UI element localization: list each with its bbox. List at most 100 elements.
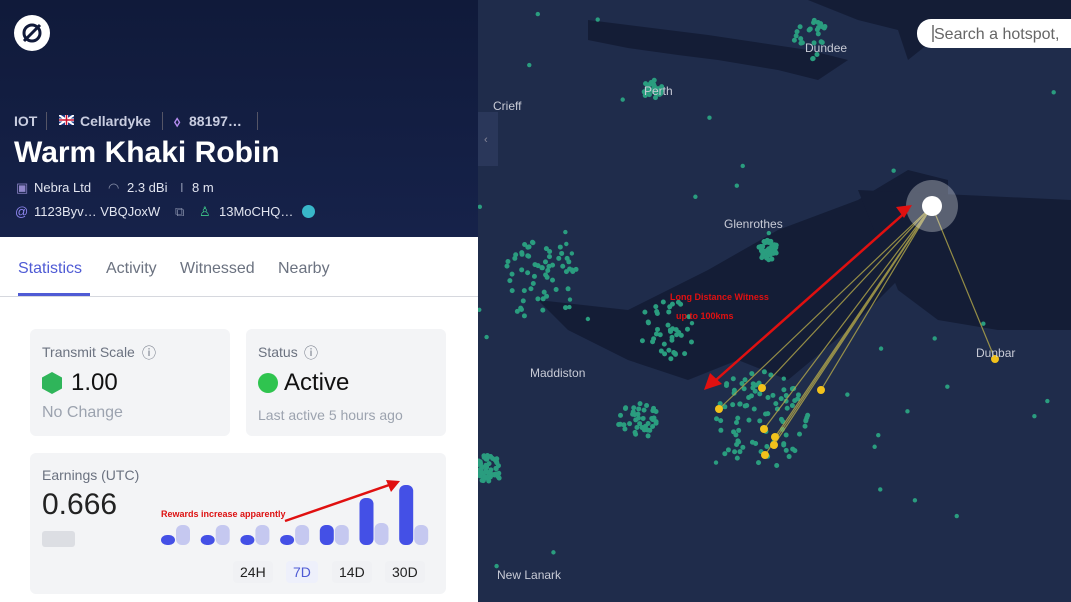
hotspot bbox=[770, 392, 776, 398]
hotspot bbox=[742, 377, 748, 383]
hotspot bbox=[740, 163, 745, 169]
card-label: Transmit Scale bbox=[42, 344, 135, 360]
hotspot bbox=[814, 51, 820, 57]
hotspot bbox=[722, 451, 728, 457]
hotspot bbox=[718, 427, 724, 433]
hotspot bbox=[531, 273, 537, 279]
hotspot bbox=[891, 168, 896, 173]
hotspot bbox=[651, 81, 657, 87]
search-box[interactable] bbox=[917, 19, 1071, 48]
tab[interactable]: Witnessed bbox=[180, 260, 255, 277]
gain: 2.3 dBi bbox=[127, 180, 168, 195]
hotspot bbox=[797, 24, 803, 30]
hotspot bbox=[559, 250, 565, 256]
hotspot bbox=[737, 449, 743, 455]
map-annotation: Long Distance Witness bbox=[670, 292, 769, 302]
hotspot bbox=[815, 31, 821, 37]
hotspot bbox=[686, 314, 692, 320]
hotspot bbox=[666, 309, 672, 315]
transmit-change: No Change bbox=[42, 404, 123, 421]
hotspot bbox=[525, 270, 531, 276]
hotspot bbox=[761, 369, 767, 375]
hotspot bbox=[504, 263, 510, 269]
tab[interactable]: Nearby bbox=[278, 260, 330, 277]
hotspot bbox=[486, 478, 492, 484]
owner[interactable]: 1123Byv… VBQJoxW bbox=[34, 204, 161, 219]
hotspot bbox=[764, 443, 770, 449]
tab[interactable]: Activity bbox=[106, 260, 157, 277]
hotspot bbox=[646, 82, 652, 88]
range-button[interactable]: 14D bbox=[332, 561, 372, 583]
earnings-bar bbox=[295, 525, 310, 545]
hotspot bbox=[666, 347, 672, 353]
hotspot bbox=[640, 415, 646, 421]
search-placeholder[interactable]: Search a hotspot, bbox=[934, 26, 1059, 43]
hotspot bbox=[616, 421, 622, 427]
hotspot bbox=[653, 331, 659, 337]
hotspot bbox=[750, 385, 756, 391]
hex[interactable]: 88197… bbox=[189, 113, 242, 129]
hotspot bbox=[845, 392, 850, 397]
hotspot bbox=[646, 92, 652, 98]
hotspot bbox=[878, 346, 884, 351]
earnings-bar bbox=[359, 498, 374, 545]
hotspot bbox=[642, 309, 648, 315]
hotspot bbox=[746, 417, 752, 423]
hotspot bbox=[764, 255, 770, 261]
svg-text:‹: ‹ bbox=[484, 134, 488, 146]
hotspot bbox=[507, 278, 513, 284]
wallet[interactable]: 13MoCHQ… bbox=[219, 204, 294, 219]
hotspot bbox=[512, 255, 518, 261]
hotspot bbox=[551, 550, 556, 555]
hotspot bbox=[484, 456, 490, 462]
flag bbox=[59, 115, 74, 125]
hotspot bbox=[682, 351, 688, 357]
hotspot bbox=[655, 326, 661, 332]
hotspot bbox=[765, 395, 771, 401]
earnings-value: 0.666 bbox=[42, 488, 118, 521]
hotspot bbox=[657, 332, 663, 338]
hotspot bbox=[740, 444, 746, 450]
hotspot bbox=[675, 299, 681, 305]
earnings-bar bbox=[255, 525, 270, 545]
hotspot bbox=[811, 17, 817, 23]
range-button[interactable]: 7D bbox=[286, 561, 318, 583]
hotspot bbox=[773, 401, 779, 407]
hotspot bbox=[783, 398, 789, 404]
range-button[interactable]: 24H bbox=[233, 561, 273, 583]
hotspot bbox=[731, 390, 737, 396]
hotspot bbox=[563, 269, 569, 275]
hotspot bbox=[665, 322, 671, 328]
logo[interactable] bbox=[14, 15, 50, 51]
hotspot bbox=[707, 115, 712, 120]
hotspot bbox=[757, 391, 763, 397]
hotspot bbox=[1045, 398, 1050, 404]
hotspot bbox=[786, 454, 792, 460]
hotspot bbox=[689, 320, 695, 326]
hotspot bbox=[730, 402, 736, 408]
hotspot bbox=[789, 403, 795, 409]
hotspot bbox=[647, 87, 653, 93]
hotspot bbox=[872, 444, 877, 449]
tab[interactable]: Statistics bbox=[18, 260, 83, 277]
earnings-bar bbox=[200, 535, 215, 545]
network: IOT bbox=[14, 113, 38, 129]
hotspot bbox=[569, 251, 575, 256]
hotspot bbox=[781, 441, 787, 447]
hotspot bbox=[478, 467, 480, 473]
hotspot bbox=[760, 251, 766, 257]
hotspot bbox=[734, 183, 740, 188]
hotspot bbox=[778, 396, 784, 402]
hotspot bbox=[932, 336, 937, 341]
map[interactable]: Long Distance Witness up to 100kms Dunde… bbox=[478, 0, 1071, 602]
hotspot bbox=[634, 424, 640, 430]
hotspot bbox=[478, 307, 482, 312]
hotspot bbox=[633, 417, 639, 423]
hotspot bbox=[669, 301, 675, 307]
range-button[interactable]: 30D bbox=[385, 561, 425, 583]
location[interactable]: Cellardyke bbox=[80, 113, 151, 129]
hotspot bbox=[520, 298, 526, 304]
hotspot bbox=[547, 249, 553, 255]
hotspot bbox=[621, 422, 627, 428]
hotspot bbox=[478, 472, 480, 478]
